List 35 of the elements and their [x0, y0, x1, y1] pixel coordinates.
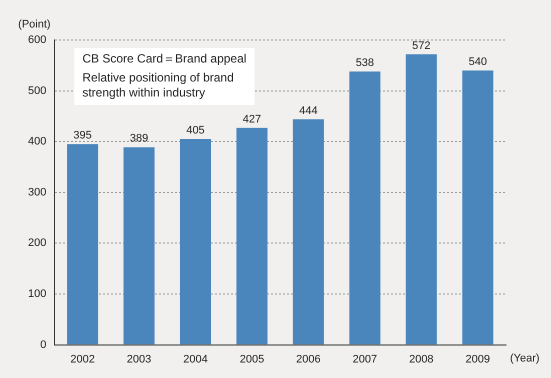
- x-tick-label: 2004: [183, 353, 208, 366]
- x-tick-label: 2003: [126, 353, 152, 366]
- bar: [236, 128, 268, 344]
- bar: [349, 71, 380, 344]
- annotation: Relative positioning of brand strength within industry: [82, 70, 234, 100]
- y-axis-title: (Point): [18, 18, 51, 31]
- x-tick-label: 2002: [70, 353, 95, 366]
- x-tick-label: 2007: [352, 353, 378, 366]
- x-tick-label: 2008: [409, 353, 434, 366]
- x-tick-label: 2006: [296, 353, 321, 366]
- data-label: 444: [299, 104, 318, 117]
- y-tick-label: 0: [40, 338, 46, 351]
- x-tick-label: 2009: [466, 353, 490, 366]
- annotation: CB Score Card＝Brand appeal: [82, 51, 246, 66]
- y-tick-label: 300: [28, 186, 46, 198]
- bar: [292, 119, 324, 344]
- data-label: 538: [356, 57, 374, 70]
- data-label: 389: [130, 132, 148, 145]
- bar: [67, 144, 98, 344]
- data-label: 405: [186, 124, 205, 137]
- y-tick-label: 200: [28, 237, 46, 250]
- bar: [462, 70, 494, 344]
- y-tick-label: 600: [28, 34, 46, 46]
- data-label: 427: [242, 113, 262, 126]
- x-tick-label: 2005: [240, 353, 264, 366]
- bar: [180, 139, 212, 344]
- bar: [124, 147, 155, 344]
- data-label: 572: [412, 40, 430, 52]
- y-tick-label: 400: [28, 136, 46, 148]
- data-label: 395: [73, 130, 92, 142]
- y-tick-label: 500: [28, 84, 46, 97]
- bar: [406, 54, 437, 344]
- y-tick-label: 100: [28, 288, 46, 300]
- x-axis-title: (Year): [510, 352, 540, 364]
- data-label: 540: [468, 56, 487, 68]
